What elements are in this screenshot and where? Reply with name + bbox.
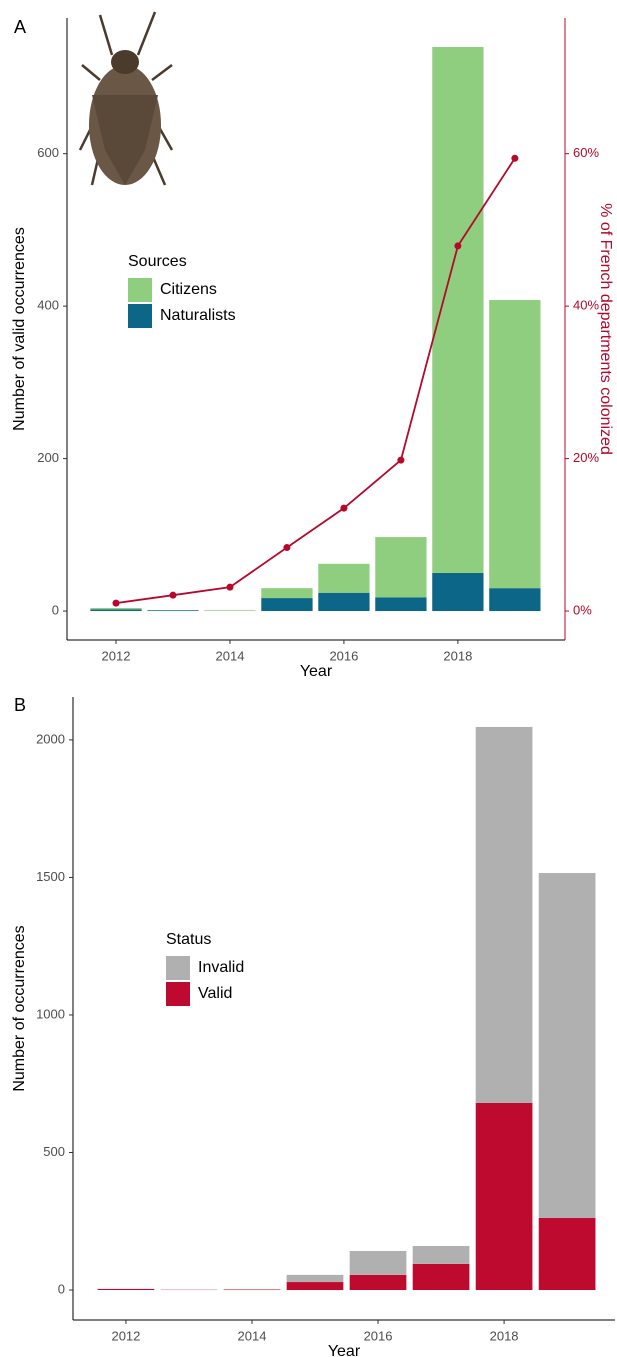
bar-segment bbox=[349, 1250, 407, 1275]
bar-segment bbox=[349, 1274, 407, 1291]
bar-segment bbox=[489, 300, 541, 589]
y-tick-label: 2000 bbox=[36, 731, 65, 746]
bar-segment bbox=[475, 1102, 533, 1291]
bar-segment bbox=[147, 610, 199, 612]
x-axis-title: Year bbox=[328, 1343, 361, 1357]
y-tick-label: 0 bbox=[58, 1281, 65, 1296]
x-tick-label: 2014 bbox=[238, 1328, 267, 1343]
x-tick-label: 2014 bbox=[216, 648, 245, 663]
bar-segment bbox=[412, 1246, 470, 1264]
point bbox=[397, 456, 405, 464]
legend-swatch bbox=[128, 278, 152, 302]
x-axis-title: Year bbox=[300, 663, 333, 680]
y-tick-label: 400 bbox=[37, 298, 59, 313]
point bbox=[226, 583, 234, 591]
legend-label: Naturalists bbox=[160, 307, 236, 324]
bug-photo bbox=[78, 11, 174, 186]
point bbox=[169, 591, 177, 599]
bar-segment bbox=[412, 1263, 470, 1291]
bar-segment bbox=[318, 592, 370, 612]
bar-segment bbox=[90, 607, 142, 610]
x-tick-label: 2018 bbox=[443, 648, 472, 663]
panel-label: A bbox=[14, 17, 26, 37]
panel-label: B bbox=[14, 695, 26, 715]
legend-label: Invalid bbox=[198, 959, 244, 976]
y-tick-label: 500 bbox=[43, 1144, 65, 1159]
line bbox=[115, 157, 516, 604]
bar-segment bbox=[261, 588, 313, 599]
y2-tick-label: 0% bbox=[573, 602, 592, 617]
y-tick-label: 600 bbox=[37, 145, 59, 160]
legend-title: Sources bbox=[128, 253, 187, 270]
bar-segment bbox=[318, 563, 370, 593]
point bbox=[454, 242, 462, 250]
y-axis-title: Number of occurrences bbox=[11, 925, 28, 1091]
bar-segment bbox=[97, 1288, 155, 1291]
bar-segment bbox=[475, 726, 533, 1103]
bar-segment bbox=[375, 597, 427, 612]
legend-swatch bbox=[128, 304, 152, 328]
bar-segment bbox=[223, 1289, 281, 1291]
bar-segment bbox=[90, 609, 142, 612]
x-tick-label: 2012 bbox=[102, 648, 131, 663]
y2-tick-label: 60% bbox=[573, 145, 599, 160]
x-tick-label: 2012 bbox=[111, 1328, 140, 1343]
bar-segment bbox=[538, 873, 596, 1218]
bar-segment bbox=[204, 610, 256, 612]
bar-segment bbox=[489, 588, 541, 612]
legend-label: Citizens bbox=[160, 281, 217, 298]
point bbox=[112, 599, 120, 607]
y-axis-title: Number of valid occurrences bbox=[11, 227, 28, 431]
point bbox=[511, 154, 519, 162]
y-tick-label: 200 bbox=[37, 450, 59, 465]
bar-segment bbox=[538, 1217, 596, 1291]
y2-tick-label: 20% bbox=[573, 450, 599, 465]
y-tick-label: 1000 bbox=[36, 1006, 65, 1021]
y2-axis-title: % of French departments colonized bbox=[597, 203, 614, 455]
bar-segment bbox=[286, 1274, 344, 1283]
y-tick-label: 1500 bbox=[36, 869, 65, 884]
legend-label: Valid bbox=[198, 985, 232, 1002]
x-tick-label: 2016 bbox=[329, 648, 358, 663]
legend-swatch bbox=[166, 956, 190, 980]
legend-swatch bbox=[166, 982, 190, 1006]
legend-title: Status bbox=[166, 931, 211, 948]
point bbox=[283, 544, 291, 552]
y-tick-label: 0 bbox=[52, 602, 59, 617]
bar-segment bbox=[432, 572, 484, 612]
bar-segment bbox=[375, 537, 427, 598]
x-tick-label: 2016 bbox=[364, 1328, 393, 1343]
y2-tick-label: 40% bbox=[573, 298, 599, 313]
x-tick-label: 2018 bbox=[490, 1328, 519, 1343]
bar-segment bbox=[286, 1282, 344, 1291]
bar-segment bbox=[261, 598, 313, 612]
point bbox=[340, 504, 348, 512]
